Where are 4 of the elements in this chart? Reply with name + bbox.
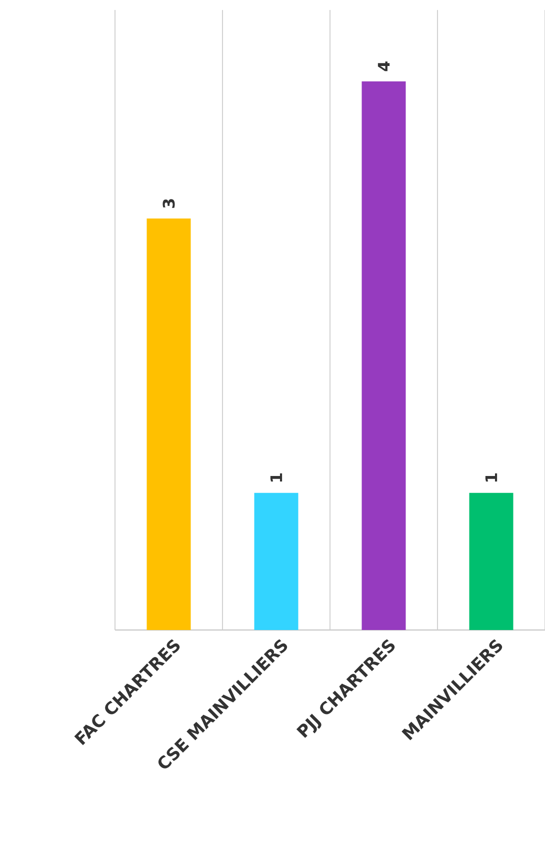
data-label: 1	[270, 473, 282, 482]
data-label: 1	[485, 473, 498, 482]
data-label: 3	[162, 199, 175, 208]
data-label: 4	[378, 61, 390, 72]
